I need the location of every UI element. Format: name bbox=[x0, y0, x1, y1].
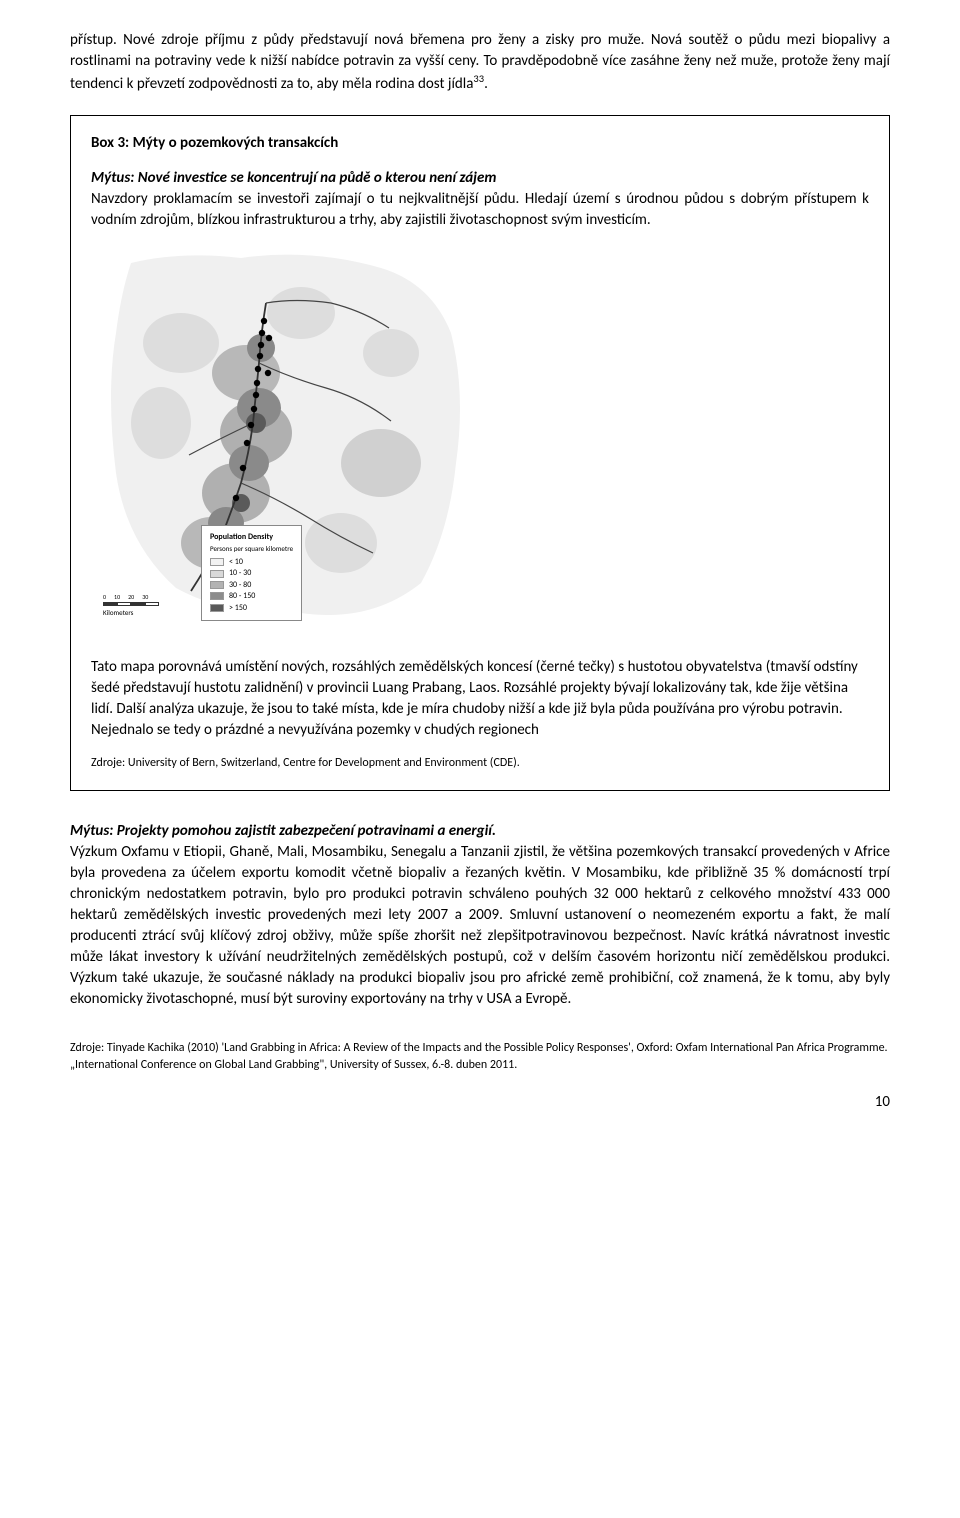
scale-bar: 0102030 Kilometers bbox=[103, 593, 159, 617]
map-legend: Population Density Persons per square ki… bbox=[201, 525, 302, 621]
legend-swatch bbox=[210, 592, 224, 600]
legend-label: < 10 bbox=[229, 557, 243, 567]
map-container: Population Density Persons per square ki… bbox=[91, 243, 471, 643]
sources2-line1: Zdroje: Tinyade Kachika (2010) 'Land Gra… bbox=[70, 1040, 890, 1057]
legend-label: > 150 bbox=[229, 603, 247, 613]
intro-sup: 33 bbox=[473, 72, 484, 85]
box-3: Box 3: Mýty o pozemkových transakcích Mý… bbox=[70, 115, 890, 791]
map-caption: Tato mapa porovnává umístění nových, roz… bbox=[91, 657, 869, 741]
box-title: Box 3: Mýty o pozemkových transakcích bbox=[91, 134, 869, 152]
myth2-paragraph: Mýtus: Projekty pomohou zajistit zabezpe… bbox=[70, 821, 890, 1010]
legend-label: 30 - 80 bbox=[229, 580, 251, 590]
legend-row: 80 - 150 bbox=[210, 591, 293, 601]
intro-paragraph: přístup. Nové zdroje příjmu z půdy předs… bbox=[70, 30, 890, 95]
legend-row: > 150 bbox=[210, 603, 293, 613]
legend-subtitle: Persons per square kilometre bbox=[210, 544, 293, 553]
legend-row: 10 - 30 bbox=[210, 568, 293, 578]
legend-swatch bbox=[210, 581, 224, 589]
myth1-paragraph: Mýtus: Nové investice se koncentrují na … bbox=[91, 168, 869, 231]
scale-label: Kilometers bbox=[103, 608, 159, 617]
legend-row: < 10 bbox=[210, 557, 293, 567]
sources2-line2: „International Conference on Global Land… bbox=[70, 1057, 890, 1074]
intro-after: . bbox=[484, 75, 488, 93]
myth2-text: Výzkum Oxfamu v Etiopii, Ghaně, Mali, Mo… bbox=[70, 843, 890, 1008]
box-source: Zdroje: University of Bern, Switzerland,… bbox=[91, 755, 869, 772]
legend-swatch bbox=[210, 558, 224, 566]
myth1-text: Navzdory proklamacím se investoři zajíma… bbox=[91, 190, 869, 229]
myth1-title: Mýtus: Nové investice se koncentrují na … bbox=[91, 169, 496, 187]
legend-title: Population Density bbox=[210, 532, 293, 542]
legend-label: 80 - 150 bbox=[229, 591, 255, 601]
legend-swatch bbox=[210, 604, 224, 612]
legend-swatch bbox=[210, 570, 224, 578]
legend-label: 10 - 30 bbox=[229, 568, 251, 578]
myth2-block: Mýtus: Projekty pomohou zajistit zabezpe… bbox=[70, 821, 890, 1010]
myth2-title: Mýtus: Projekty pomohou zajistit zabezpe… bbox=[70, 822, 496, 840]
page-number: 10 bbox=[70, 1093, 890, 1111]
legend-row: 30 - 80 bbox=[210, 580, 293, 590]
